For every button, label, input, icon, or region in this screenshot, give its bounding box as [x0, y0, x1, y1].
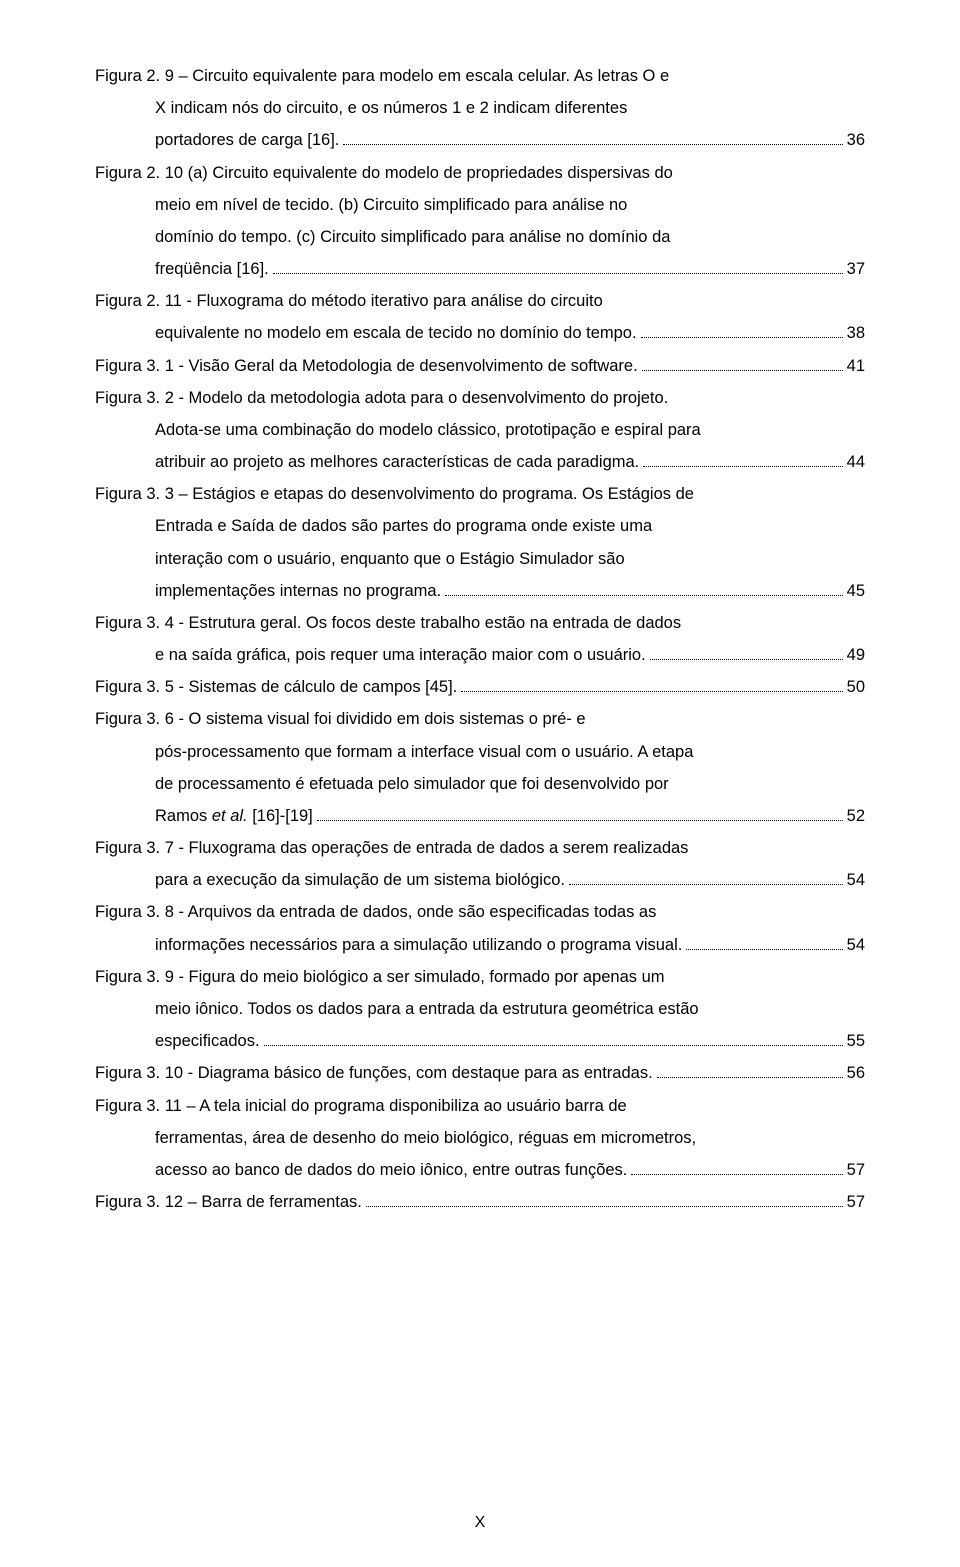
toc-entry-first-line: Figura 2. 9 – Circuito equivalente para …: [95, 60, 865, 92]
toc-entry-tail: freqüência [16].: [155, 253, 269, 285]
toc-page-number: 57: [847, 1186, 865, 1218]
toc-entry-leader: Figura 3. 5 - Sistemas de cálculo de cam…: [95, 671, 865, 703]
toc-page-number: 38: [847, 317, 865, 349]
toc-entry-cont-line: interação com o usuário, enquanto que o …: [155, 543, 865, 575]
toc-entry-leader: portadores de carga [16]. 36: [155, 124, 865, 156]
leader-dots: [461, 676, 842, 692]
toc-entry-leader: atribuir ao projeto as melhores caracter…: [155, 446, 865, 478]
toc-entry-cont-line: meio em nível de tecido. (b) Circuito si…: [155, 189, 865, 221]
toc-entry-tail: acesso ao banco de dados do meio iônico,…: [155, 1154, 627, 1186]
toc-entry-first-line: Figura 3. 11 – A tela inicial do program…: [95, 1090, 865, 1122]
leader-dots: [317, 805, 843, 821]
leader-dots: [366, 1191, 843, 1207]
toc-entry-first-line: Figura 3. 2 - Modelo da metodologia adot…: [95, 382, 865, 414]
toc-entry-first-line: Figura 3. 7 - Fluxograma das operações d…: [95, 832, 865, 864]
toc-page-number: 50: [847, 671, 865, 703]
toc-entry-first-line: Figura 3. 9 - Figura do meio biológico a…: [95, 961, 865, 993]
toc-entry-tail: Figura 3. 10 - Diagrama básico de funçõe…: [95, 1057, 653, 1089]
toc-entry-cont-line: ferramentas, área de desenho do meio bio…: [155, 1122, 865, 1154]
toc-page-number: 44: [847, 446, 865, 478]
toc-entry-cont-line: pós-processamento que formam a interface…: [155, 736, 865, 768]
toc-entry-tail: Ramos et al. [16]-[19]: [155, 800, 313, 832]
document-page: Figura 2. 9 – Circuito equivalente para …: [0, 0, 960, 1567]
toc-entry-leader: Figura 3. 10 - Diagrama básico de funçõe…: [95, 1057, 865, 1089]
toc-entry-first-line: Figura 3. 8 - Arquivos da entrada de dad…: [95, 896, 865, 928]
toc-entry-leader: freqüência [16]. 37: [155, 253, 865, 285]
toc-entry-tail: para a execução da simulação de um siste…: [155, 864, 565, 896]
toc-entry-tail: Figura 3. 12 – Barra de ferramentas.: [95, 1186, 362, 1218]
leader-dots: [273, 258, 843, 274]
toc-page-number: 49: [847, 639, 865, 671]
toc-entry-leader: Ramos et al. [16]-[19] 52: [155, 800, 865, 832]
toc-entry-first-line: Figura 2. 10 (a) Circuito equivalente do…: [95, 157, 865, 189]
page-number-footer: X: [0, 1514, 960, 1532]
toc-entry-tail: portadores de carga [16].: [155, 124, 339, 156]
leader-dots: [631, 1159, 842, 1175]
toc-entry-first-line: Figura 2. 11 - Fluxograma do método iter…: [95, 285, 865, 317]
toc-page-number: 57: [847, 1154, 865, 1186]
toc-entry-cont-line: Entrada e Saída de dados são partes do p…: [155, 510, 865, 542]
leader-dots: [642, 355, 843, 371]
toc-page-number: 45: [847, 575, 865, 607]
leader-dots: [569, 869, 843, 885]
toc-entry-cont-line: de processamento é efetuada pelo simulad…: [155, 768, 865, 800]
toc-page-number: 36: [847, 124, 865, 156]
toc-page-number: 37: [847, 253, 865, 285]
leader-dots: [657, 1062, 843, 1078]
toc-entry-tail: especificados.: [155, 1025, 260, 1057]
toc-entry-cont-line: Adota-se uma combinação do modelo clássi…: [155, 414, 865, 446]
leader-dots: [643, 451, 842, 467]
toc-entry-leader: acesso ao banco de dados do meio iônico,…: [155, 1154, 865, 1186]
toc-entry-tail: e na saída gráfica, pois requer uma inte…: [155, 639, 646, 671]
toc-entry-tail: atribuir ao projeto as melhores caracter…: [155, 446, 639, 478]
leader-dots: [686, 934, 842, 950]
toc-entry-tail: equivalente no modelo em escala de tecid…: [155, 317, 637, 349]
toc-entry-leader: informações necessários para a simulação…: [155, 929, 865, 961]
toc-entry-cont-line: X indicam nós do circuito, e os números …: [155, 92, 865, 124]
toc-entry-tail: implementações internas no programa.: [155, 575, 441, 607]
toc-page-number: 54: [847, 929, 865, 961]
table-of-figures: Figura 2. 9 – Circuito equivalente para …: [95, 60, 865, 1218]
toc-entry-leader: equivalente no modelo em escala de tecid…: [155, 317, 865, 349]
leader-dots: [343, 130, 842, 146]
toc-entry-tail: informações necessários para a simulação…: [155, 929, 682, 961]
toc-entry-cont-line: meio iônico. Todos os dados para a entra…: [155, 993, 865, 1025]
leader-dots: [650, 644, 843, 660]
toc-entry-leader: especificados. 55: [155, 1025, 865, 1057]
toc-entry-leader: para a execução da simulação de um siste…: [155, 864, 865, 896]
toc-entry-tail: Figura 3. 1 - Visão Geral da Metodologia…: [95, 350, 638, 382]
toc-page-number: 41: [847, 350, 865, 382]
toc-entry-leader: implementações internas no programa. 45: [155, 575, 865, 607]
toc-page-number: 52: [847, 800, 865, 832]
toc-entry-leader: Figura 3. 12 – Barra de ferramentas. 57: [95, 1186, 865, 1218]
leader-dots: [264, 1030, 843, 1046]
toc-entry-first-line: Figura 3. 4 - Estrutura geral. Os focos …: [95, 607, 865, 639]
toc-entry-first-line: Figura 3. 6 - O sistema visual foi divid…: [95, 703, 865, 735]
toc-entry-leader: Figura 3. 1 - Visão Geral da Metodologia…: [95, 350, 865, 382]
toc-entry-leader: e na saída gráfica, pois requer uma inte…: [155, 639, 865, 671]
toc-page-number: 56: [847, 1057, 865, 1089]
toc-entry-cont-line: domínio do tempo. (c) Circuito simplific…: [155, 221, 865, 253]
toc-page-number: 55: [847, 1025, 865, 1057]
toc-entry-tail: Figura 3. 5 - Sistemas de cálculo de cam…: [95, 671, 457, 703]
leader-dots: [641, 323, 843, 339]
leader-dots: [445, 580, 842, 596]
toc-entry-first-line: Figura 3. 3 – Estágios e etapas do desen…: [95, 478, 865, 510]
toc-page-number: 54: [847, 864, 865, 896]
